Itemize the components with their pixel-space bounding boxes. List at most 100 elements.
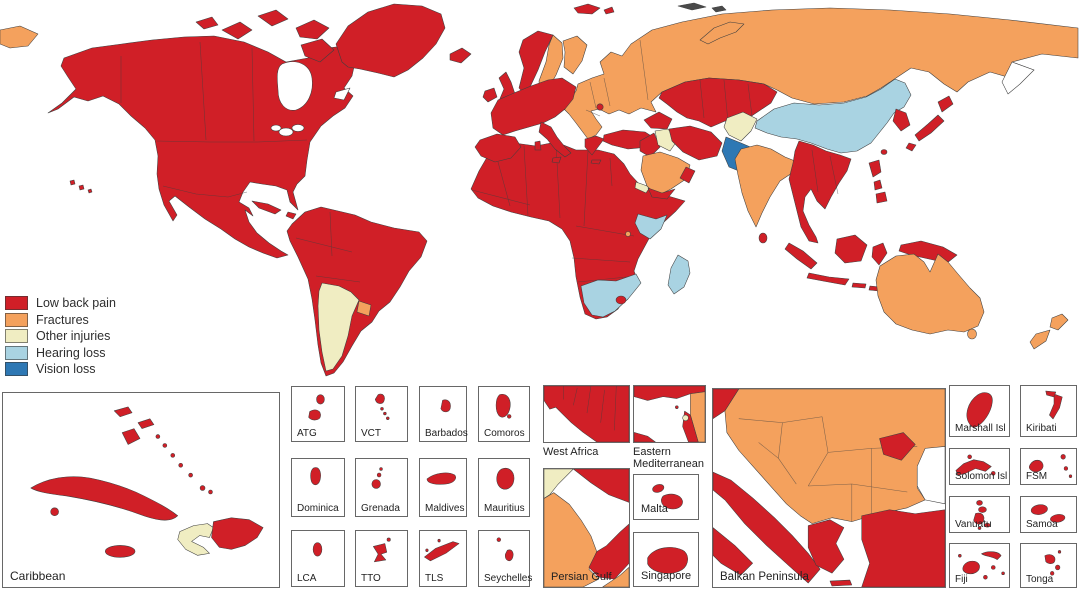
inset-vct: VCT [355,386,408,442]
kamchatka-outline [1001,61,1035,95]
samoa-label: Samoa [1026,519,1058,530]
region-yemen [647,187,676,200]
region-western-europe [490,77,577,136]
lca-label: LCA [297,573,317,584]
region-greenland [335,3,446,78]
region-finland [562,35,588,75]
region-taiwan [880,149,888,155]
region-eritrea [634,181,651,194]
europe-borders [585,39,649,117]
tls-label: TLS [425,573,444,584]
balkan-italy-coast [713,471,821,584]
jamaica [104,545,136,558]
region-arabia [640,151,691,197]
region-lesser-sunda [851,282,881,292]
legend-label: Vision loss [36,362,96,377]
region-south-africa [580,273,642,318]
grenada-label: Grenada [361,503,400,514]
region-china [754,78,912,154]
caribbean-label: Caribbean [10,569,66,583]
balkan-label: Balkan Peninsula [720,571,809,583]
mauritius-label: Mauritius [484,503,525,514]
gulf-st-lawrence [333,87,351,101]
region-italy [534,121,572,164]
other-injuries-swatch [5,329,28,344]
region-caucasus [643,111,673,130]
inset-caribbean: Caribbean [2,392,280,588]
inset-barbados: Barbados [419,386,468,442]
kiribati-label: Kiribati [1026,423,1057,434]
legend-label: Fractures [36,312,89,327]
region-sumatra [784,242,818,270]
region-borneo [834,234,868,264]
region-greece [584,135,605,165]
sa-borders [295,211,361,283]
inset-tls: TLS [419,530,467,587]
region-svalbard [573,3,615,15]
region-tasmania [967,328,977,340]
barbados-label: Barbados [425,428,468,439]
region-russia-eastern-europe [562,7,1079,140]
region-uruguay [356,300,372,317]
inset-balkan: Balkan Peninsula [712,388,946,588]
inset-dominica: Dominica [291,458,345,517]
inset-grenada: Grenada [355,458,408,517]
region-australia [875,253,985,335]
inset-vanuatu: Vanuatu [949,496,1010,533]
na-borders [120,41,308,198]
hearing-loss-swatch [5,345,28,360]
inset-solomon: Solomon Isl [949,448,1010,485]
fsm-label: FSM [1026,471,1048,482]
atg-label: ATG [297,428,317,439]
crete [829,579,853,587]
region-hispaniola [285,211,297,220]
eastern-mediterranean-label: Eastern Mediterranean [633,446,704,470]
solomon-label: Solomon Isl [955,471,1008,482]
tto-label: TTO [361,573,381,584]
vanuatu-label: Vanuatu [955,519,992,530]
balkan-italy-boot [713,527,753,576]
legend-item-fractures: Fractures [5,312,116,329]
franz-josef-specks [677,2,727,13]
region-philippines [868,159,888,204]
inset-samoa: Samoa [1020,496,1077,533]
inset-fiji: Fiji [949,543,1010,588]
inset-mauritius: Mauritius [478,458,530,517]
legend: Low back pain Fractures Other injuries H… [5,295,116,378]
region-iran [668,125,723,161]
region-argentina [317,282,360,372]
comoros-label: Comoros [484,428,525,439]
haiti [177,523,214,556]
persian-gulf-label: Persian Gulf [551,571,612,583]
legend-label: Low back pain [36,296,116,311]
inset-tonga: Tonga [1020,543,1077,588]
inset-eastern-mediterranean [633,385,706,443]
singapore-label: Singapore [641,570,692,582]
seychelles-label: Seychelles [484,573,533,584]
region-cuba [251,200,282,215]
malta-label: Malta [641,503,668,515]
vision-loss-swatch [5,362,28,377]
region-hawaii [69,179,93,194]
region-sulawesi [871,242,888,266]
region-ireland [482,87,498,103]
legend-label: Other injuries [36,329,111,344]
region-novaya-zemlya [699,21,745,45]
central-asia-borders [699,79,753,123]
inset-comoros: Comoros [478,386,530,442]
se-asia-borders [811,149,839,195]
bahamas [113,406,155,445]
low-back-pain-swatch [5,296,28,311]
region-se-asia [788,140,852,244]
region-india [734,144,801,228]
region-korea [892,108,911,132]
region-norway [518,30,554,96]
dominican-republic [211,517,264,550]
inset-fsm: FSM [1020,448,1077,485]
legend-item-vision-loss: Vision loss [5,361,116,378]
fractures-swatch [5,312,28,327]
region-kenya [634,213,668,240]
region-iberia [474,133,522,163]
great-lake [278,127,294,137]
